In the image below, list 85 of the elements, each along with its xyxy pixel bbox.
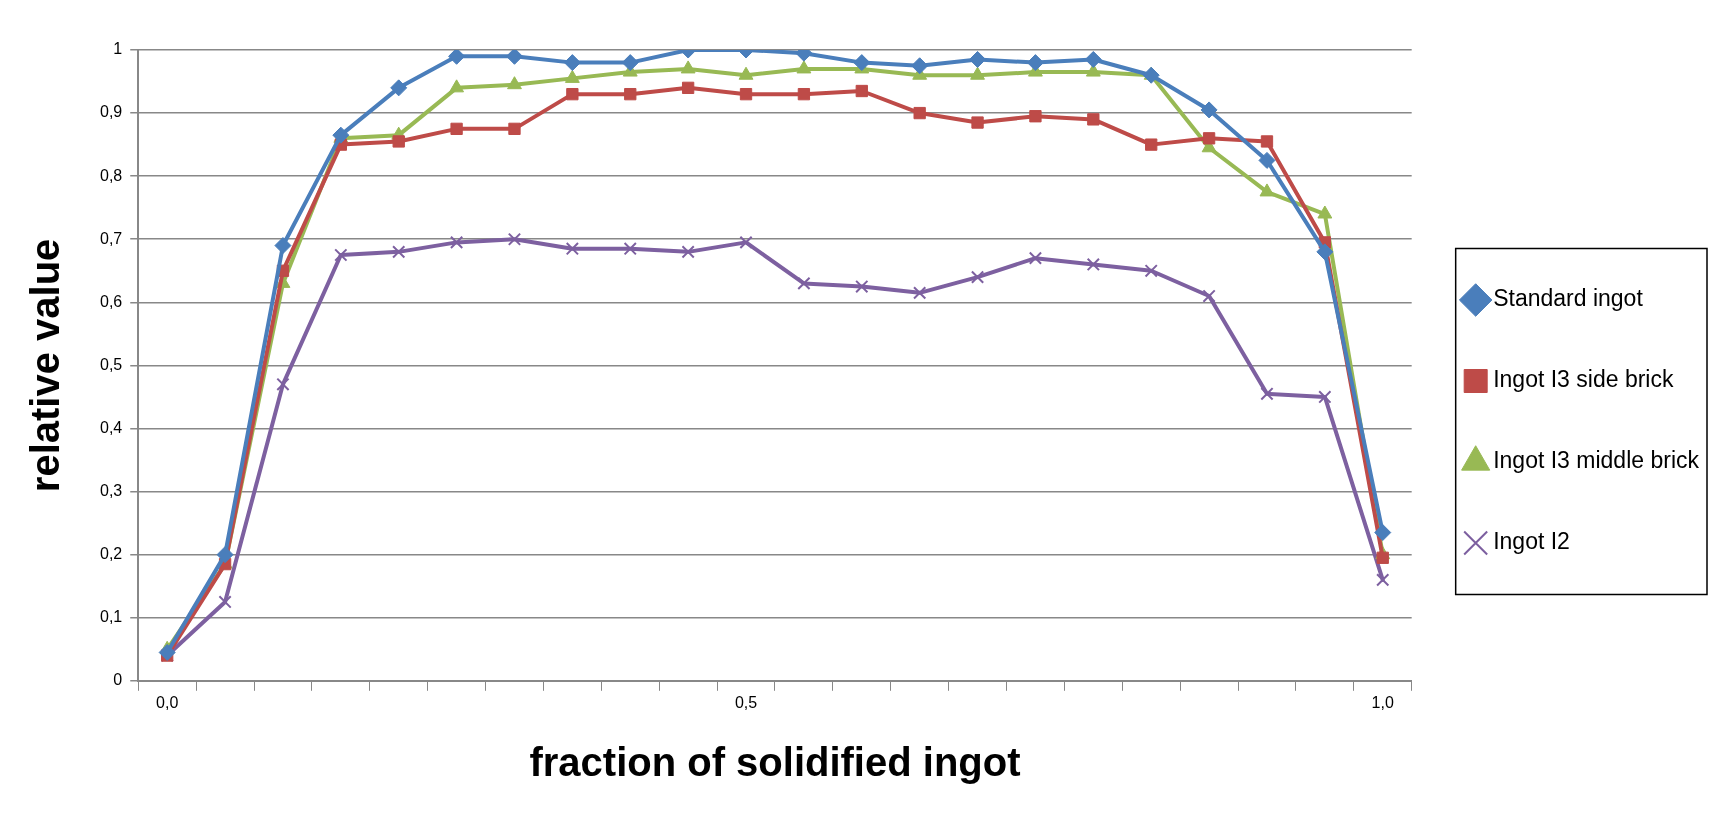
point: [680, 60, 696, 74]
y-tick-label: 0,6: [99, 292, 123, 310]
y-tick-label: 0,9: [99, 103, 123, 121]
legend-label: Ingot I3 side brick: [1493, 366, 1674, 393]
point: [855, 84, 868, 98]
point: [913, 286, 927, 300]
point: [1317, 205, 1333, 219]
point: [1026, 54, 1044, 72]
y-tick-label: 0,3: [99, 481, 123, 499]
point: [216, 546, 234, 564]
point: [1144, 264, 1158, 278]
point: [508, 122, 521, 136]
point: [392, 245, 406, 259]
x-tick-label: 0,5: [734, 693, 758, 711]
x-tick-label: 1,0: [1371, 693, 1394, 711]
point: [450, 122, 463, 136]
point: [1087, 113, 1100, 126]
point: [970, 270, 985, 284]
point: [158, 643, 176, 661]
y-tick-label: 0,1: [99, 608, 123, 626]
point: [505, 50, 523, 65]
point: [913, 106, 926, 120]
point: [1260, 387, 1274, 401]
point: [276, 377, 290, 391]
point: [1202, 132, 1216, 145]
point: [1086, 257, 1100, 272]
point: [797, 276, 811, 291]
point: [624, 88, 637, 101]
point: [1259, 183, 1275, 197]
point: [623, 242, 637, 256]
point: [969, 50, 987, 68]
point: [564, 69, 580, 83]
y-tick-label: 1: [113, 40, 123, 58]
point: [392, 135, 405, 148]
y-tick-label: 0: [113, 671, 123, 689]
point: [1376, 573, 1390, 587]
point: [449, 235, 464, 250]
point: [739, 235, 753, 250]
point: [566, 88, 579, 101]
x-axis-title: fraction of solidified ingot: [529, 740, 1021, 785]
point: [739, 88, 753, 101]
point: [334, 248, 348, 262]
point: [971, 116, 984, 129]
point: [853, 54, 871, 72]
point: [1028, 251, 1043, 265]
legend-label: Ingot I2: [1493, 528, 1570, 555]
point: [1202, 289, 1216, 303]
point: [1376, 551, 1389, 564]
point: [621, 54, 639, 72]
point: [563, 54, 581, 72]
point: [797, 88, 811, 101]
point: [449, 79, 465, 93]
point: [970, 66, 985, 80]
point: [507, 232, 522, 246]
point: [738, 66, 754, 80]
point: [681, 245, 695, 259]
y-tick-label: 0,5: [99, 355, 123, 373]
y-tick-label: 0,4: [99, 418, 123, 436]
point: [1145, 138, 1158, 151]
point: [1029, 110, 1042, 123]
point: [218, 595, 232, 609]
y-tick-label: 0,2: [99, 545, 123, 563]
point: [1374, 524, 1392, 542]
legend-label: Ingot I3 middle brick: [1493, 447, 1700, 474]
point: [1260, 135, 1274, 148]
point: [796, 60, 812, 74]
point: [1318, 390, 1332, 404]
point: [911, 57, 929, 75]
point: [1084, 50, 1102, 68]
y-axis-title: relative value: [23, 238, 68, 493]
point: [274, 237, 292, 255]
point: [681, 81, 695, 95]
point: [565, 242, 580, 256]
point: [507, 76, 522, 90]
x-tick-label: 0,0: [156, 693, 179, 711]
point: [1142, 66, 1160, 84]
legend-label: Standard ingot: [1493, 285, 1644, 312]
point: [855, 279, 869, 294]
point: [448, 50, 466, 65]
y-tick-label: 0,8: [99, 166, 123, 184]
point: [1200, 101, 1218, 119]
point: [390, 79, 408, 97]
y-tick-label: 0,7: [99, 229, 123, 247]
point: [1316, 243, 1334, 261]
point: [1258, 151, 1276, 169]
